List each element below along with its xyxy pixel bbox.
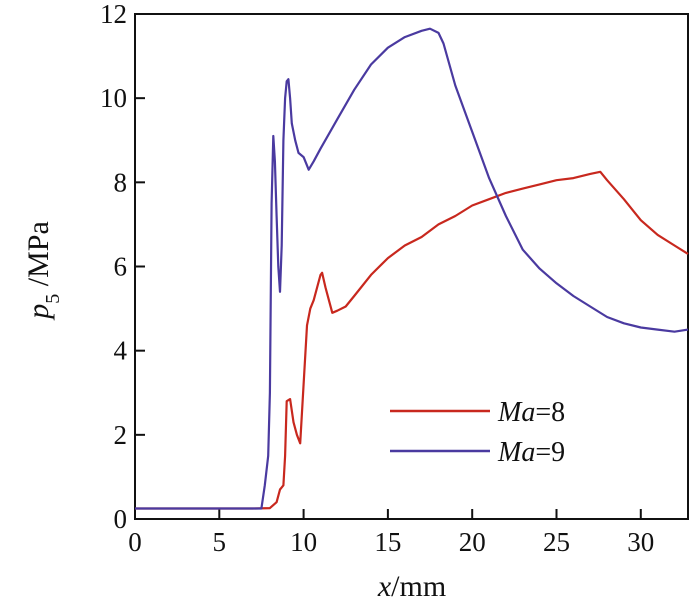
y-tick-label: 10 bbox=[100, 83, 127, 113]
y-tick-label: 8 bbox=[114, 167, 128, 197]
x-tick-label: 15 bbox=[374, 527, 401, 557]
y-tick-label: 0 bbox=[114, 504, 128, 534]
series-line-ma8 bbox=[135, 170, 689, 510]
x-axis-label: x/mm bbox=[377, 570, 446, 603]
x-tick-label: 0 bbox=[128, 527, 142, 557]
series-line-ma9 bbox=[135, 27, 689, 510]
x-tick-label: 25 bbox=[543, 527, 570, 557]
y-ticks: 0 2 4 6 8 10 12 bbox=[100, 0, 145, 534]
x-tick-label: 30 bbox=[627, 527, 654, 557]
x-tick-label: 20 bbox=[459, 527, 486, 557]
y-tick-label: 12 bbox=[100, 0, 127, 29]
legend: Ma=8 Ma=9 bbox=[390, 397, 565, 468]
y-tick-label: 4 bbox=[114, 336, 128, 366]
legend-label-ma9: Ma=9 bbox=[497, 437, 565, 468]
x-ticks: 0 5 10 15 20 25 30 bbox=[128, 509, 654, 557]
y-tick-label: 2 bbox=[114, 420, 128, 450]
series-layer bbox=[135, 27, 689, 510]
x-tick-label: 5 bbox=[213, 527, 227, 557]
legend-label-ma8: Ma=8 bbox=[497, 397, 565, 428]
x-tick-label: 10 bbox=[290, 527, 317, 557]
y-axis-label: p5 /MPa bbox=[22, 221, 64, 321]
y-tick-label: 6 bbox=[114, 252, 128, 282]
plot-frame bbox=[134, 13, 689, 520]
